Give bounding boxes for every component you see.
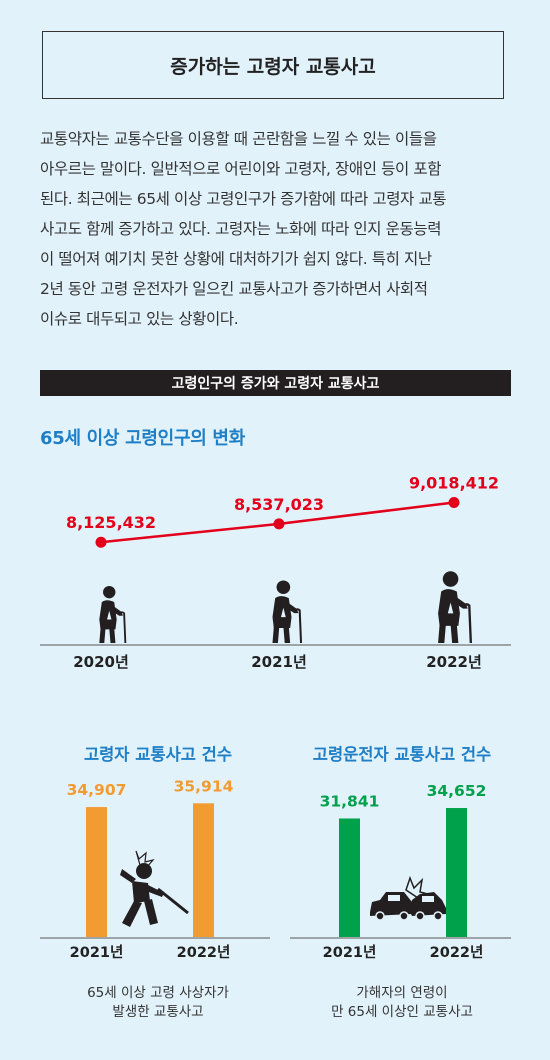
- bar: [446, 808, 467, 937]
- bar-year-label: 2021년: [323, 944, 377, 961]
- section-header: 고령인구의 증가와 고령자 교통사고: [40, 370, 511, 396]
- population-chart-title: 65세 이상 고령인구의 변화: [40, 428, 245, 449]
- population-point: [273, 518, 285, 530]
- intro-line: 된다. 최근에는 65세 이상 고령인구가 증가함에 따라 고령자 교통: [40, 190, 447, 208]
- bar-value-label: 35,914: [174, 777, 234, 795]
- bar-chart-title: 고령자 교통사고 건수: [84, 744, 232, 764]
- population-value-label: 9,018,412: [409, 474, 499, 493]
- intro-line: 2년 동안 고령 운전자가 일으킨 교통사고가 증가하면서 사회적: [40, 280, 428, 298]
- bar-caption: 가해자의 연령이: [356, 985, 447, 1001]
- intro-line: 이슈로 대두되고 있는 상황이다.: [40, 310, 239, 328]
- intro-line: 교통약자는 교통수단을 이용할 때 곤란함을 느낄 수 있는 이들을: [40, 130, 437, 148]
- bar: [193, 803, 214, 937]
- elderly-with-cane-icon: [438, 571, 473, 644]
- bar-caption: 65세 이상 고령 사상자가: [87, 985, 229, 1001]
- elderly-with-cane-icon: [99, 585, 127, 644]
- bar-value-label: 34,907: [67, 781, 127, 799]
- population-point: [448, 497, 460, 509]
- intro-line: 사고도 함께 증가하고 있다. 고령자는 노화에 따라 인지 운동능력: [40, 220, 442, 238]
- bar-value-label: 31,841: [320, 792, 380, 810]
- intro-line: 이 떨어져 예기치 못한 상황에 대처하기가 쉽지 않다. 특히 지난: [40, 250, 432, 268]
- bar-year-label: 2021년: [70, 944, 124, 961]
- population-year-label: 2021년: [251, 653, 307, 671]
- page-title: 증가하는 고령자 교통사고: [42, 31, 504, 99]
- bar-caption: 만 65세 이상인 교통사고: [331, 1004, 473, 1020]
- bar-chart-title: 고령운전자 교통사고 건수: [313, 744, 491, 764]
- population-value-label: 8,125,432: [66, 513, 156, 532]
- population-year-label: 2022년: [426, 653, 482, 671]
- bar-year-label: 2022년: [430, 944, 484, 961]
- bar-value-label: 34,652: [427, 782, 487, 800]
- bar-year-label: 2022년: [177, 944, 231, 961]
- intro-paragraph: 교통약자는 교통수단을 이용할 때 곤란함을 느낄 수 있는 이들을 아우르는 …: [40, 124, 512, 334]
- falling-elderly-icon: [120, 850, 189, 927]
- bar: [86, 807, 107, 937]
- bar: [339, 818, 360, 937]
- intro-line: 아우르는 말이다. 일반적으로 어린이와 고령자, 장애인 등이 포함: [40, 160, 442, 178]
- population-value-label: 8,537,023: [234, 495, 324, 514]
- bar-caption: 발생한 교통사고: [112, 1004, 203, 1020]
- population-year-label: 2020년: [73, 653, 129, 671]
- elderly-with-cane-icon: [272, 580, 303, 644]
- population-point: [95, 536, 107, 548]
- car-crash-icon: [370, 875, 446, 921]
